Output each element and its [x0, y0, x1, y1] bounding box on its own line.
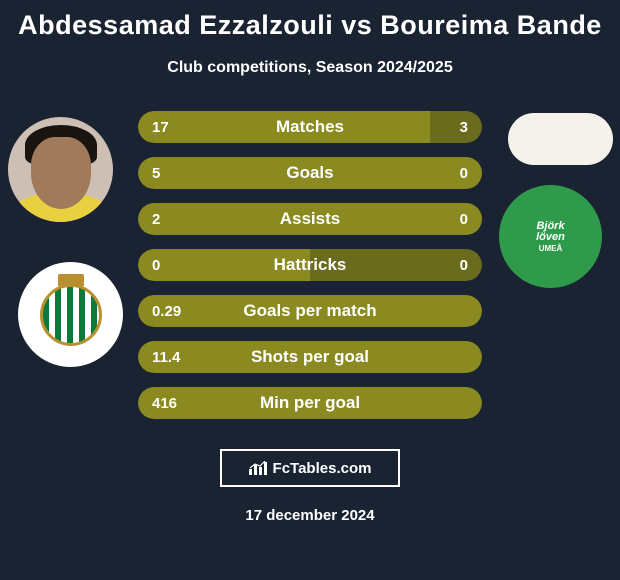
stat-bars: 173Matches 50Goals 20Assists 00Hattricks 0.2… — [138, 111, 482, 433]
bjorkloven-badge-icon: Björk löven UMEÅ — [517, 203, 585, 271]
stat-label: Goals per match — [138, 301, 482, 321]
stat-row: 00Hattricks — [138, 249, 482, 281]
player-right-club-badge: Björk löven UMEÅ — [499, 185, 602, 288]
stat-row: 416Min per goal — [138, 387, 482, 419]
player-left-photo — [8, 117, 113, 222]
stat-row: 20Assists — [138, 203, 482, 235]
comparison-body: Björk löven UMEÅ 173Matches 50Goals 20Assi… — [0, 107, 620, 437]
bar-chart-icon — [249, 461, 267, 475]
stat-label: Hattricks — [138, 255, 482, 275]
comparison-title: Abdessamad Ezzalzouli vs Boureima Bande — [0, 0, 620, 41]
fctables-watermark: FcTables.com — [220, 449, 400, 487]
stat-label: Min per goal — [138, 393, 482, 413]
stat-row: 0.29Goals per match — [138, 295, 482, 327]
fctables-label: FcTables.com — [273, 460, 372, 477]
stat-row: 173Matches — [138, 111, 482, 143]
player-left-club-badge — [18, 262, 123, 367]
comparison-subtitle: Club competitions, Season 2024/2025 — [0, 59, 620, 77]
stat-row: 11.4Shots per goal — [138, 341, 482, 373]
stat-row: 50Goals — [138, 157, 482, 189]
stat-label: Matches — [138, 117, 482, 137]
betis-badge-icon — [40, 284, 102, 346]
snapshot-date: 17 december 2024 — [0, 507, 620, 524]
player-right-photo — [508, 113, 613, 165]
stat-label: Goals — [138, 163, 482, 183]
stat-label: Assists — [138, 209, 482, 229]
stat-label: Shots per goal — [138, 347, 482, 367]
